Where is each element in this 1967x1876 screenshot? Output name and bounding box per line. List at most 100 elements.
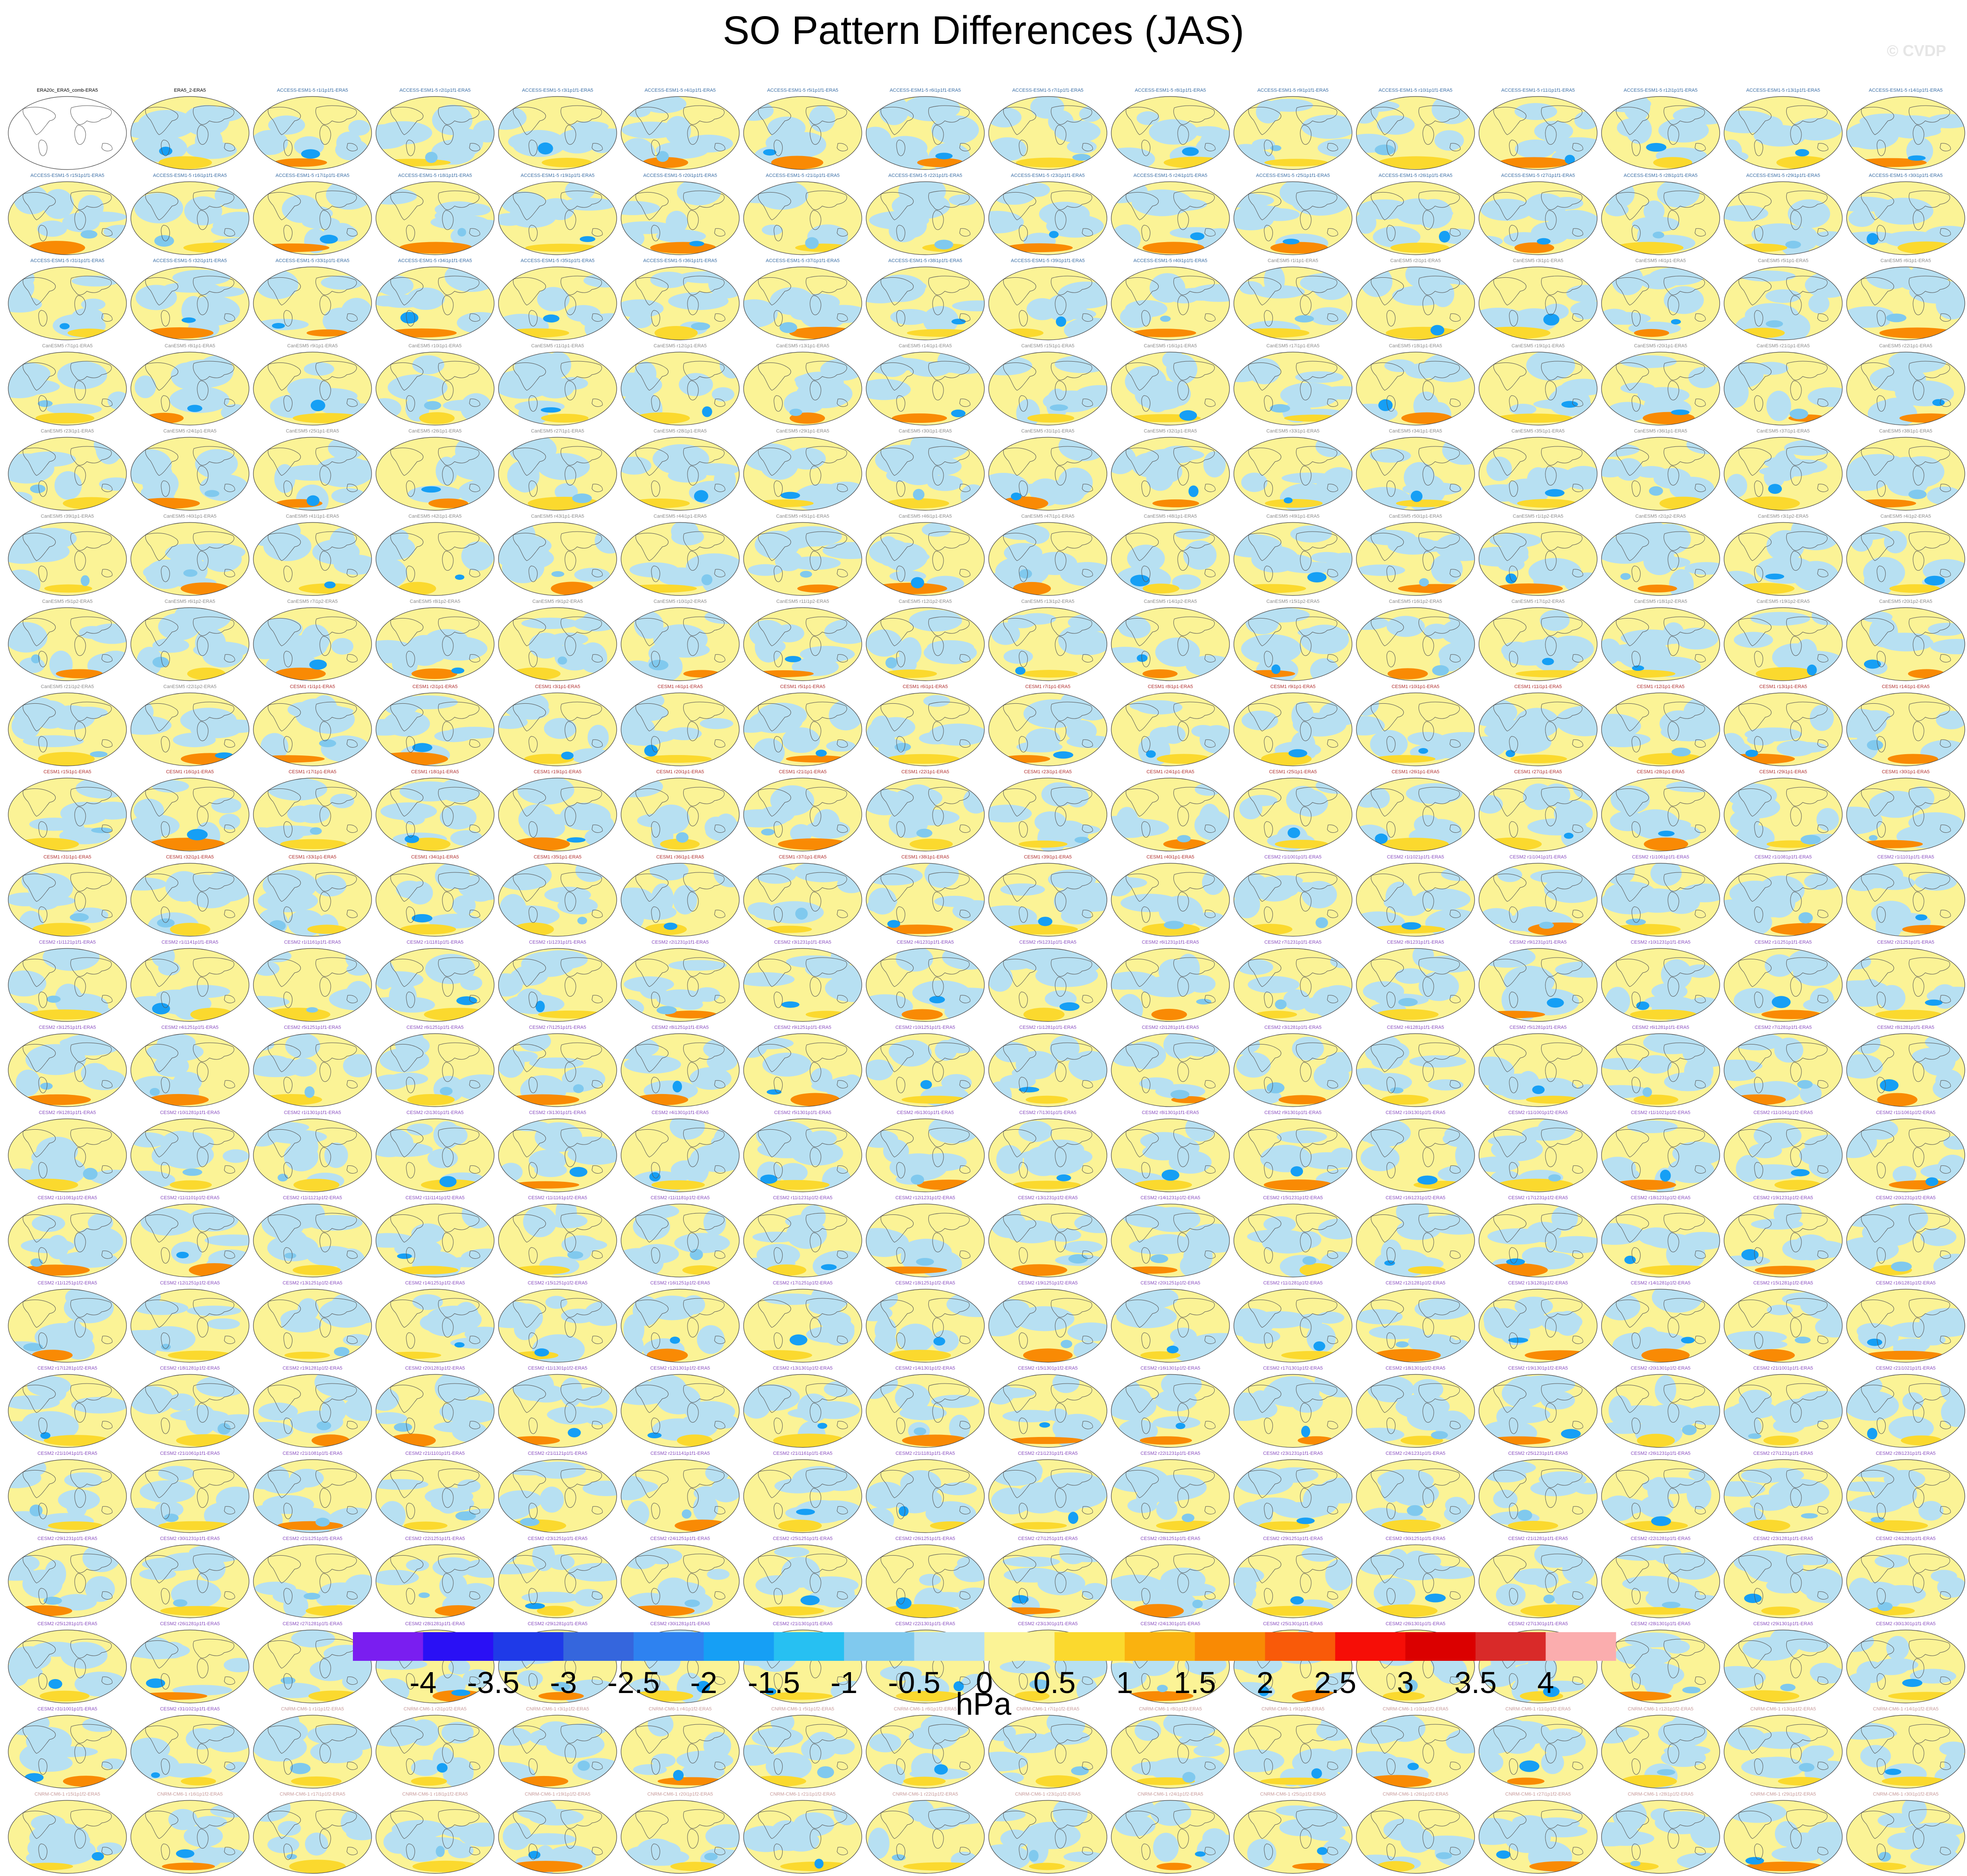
negative-anomaly-region <box>1412 541 1455 552</box>
map-panel: ACCESS-ESM1-5 r9i1p1f1-ERA5 <box>1232 87 1354 172</box>
negative-anomaly-core <box>899 1506 909 1517</box>
negative-anomaly-region <box>1234 891 1260 918</box>
negative-anomaly-region <box>271 635 327 659</box>
positive-anomaly-region <box>1401 412 1452 424</box>
difference-map <box>619 691 741 768</box>
panel-title: ACCESS-ESM1-5 r35i1p1f1-ERA5 <box>496 257 619 264</box>
negative-anomaly-region <box>1918 1501 1944 1520</box>
map-panel: CESM2 r27i1231p1f1-ERA5 <box>1722 1450 1844 1535</box>
positive-anomaly-region <box>871 583 947 595</box>
negative-anomaly-region <box>1000 1661 1050 1673</box>
negative-anomaly-region <box>1017 742 1063 752</box>
map-panel: ACCESS-ESM1-5 r25i1p1f1-ERA5 <box>1232 172 1354 257</box>
negative-anomaly-region <box>679 1414 718 1438</box>
negative-anomaly-region <box>1183 540 1217 569</box>
negative-anomaly-region <box>1431 554 1463 584</box>
panel-title: CESM2 r27i1231p1f1-ERA5 <box>1722 1450 1844 1457</box>
negative-anomaly-region <box>388 374 448 400</box>
positive-anomaly-region <box>766 926 812 933</box>
negative-anomaly-core <box>573 1084 584 1093</box>
panel-title: CESM1 r13i1p1-ERA5 <box>1722 683 1844 690</box>
difference-map <box>496 1032 619 1108</box>
difference-map <box>1109 1287 1232 1364</box>
negative-anomaly-core <box>1537 238 1551 245</box>
negative-anomaly-region <box>903 95 960 121</box>
negative-anomaly-core <box>1681 1337 1695 1344</box>
difference-map <box>1354 1458 1477 1534</box>
positive-anomaly-region <box>1736 583 1794 594</box>
difference-map <box>741 1543 864 1620</box>
panel-title: CESM2 r30i1301p1f1-ERA5 <box>1844 1620 1967 1627</box>
difference-map <box>1844 350 1967 427</box>
map-panel: CESM2 r21i1061p1f1-ERA5 <box>129 1450 251 1535</box>
difference-map <box>1599 606 1722 682</box>
negative-anomaly-region <box>1612 1547 1671 1561</box>
negative-anomaly-core <box>520 1518 539 1526</box>
panel-title: CESM2 r12i1231p1f2-ERA5 <box>864 1194 987 1201</box>
panel-title: CESM1 r36i1p1-ERA5 <box>619 854 741 861</box>
negative-anomaly-region <box>380 1048 429 1072</box>
panel-title: CESM2 r3i1231p1f1-ERA5 <box>741 939 864 946</box>
difference-map <box>496 180 619 256</box>
map-panel: CESM2 r23i1281p1f1-ERA5 <box>1722 1535 1844 1620</box>
negative-anomaly-region <box>1132 1761 1177 1775</box>
map-panel: CESM1 r36i1p1-ERA5 <box>619 854 741 939</box>
negative-anomaly-core <box>789 409 802 416</box>
difference-map <box>619 436 741 512</box>
map-panel: CESM2 r3i1301p1f1-ERA5 <box>496 1109 619 1194</box>
panel-title: CESM2 r3i1301p1f1-ERA5 <box>496 1109 619 1116</box>
map-panel: CESM2 r14i1231p1f2-ERA5 <box>1109 1194 1232 1280</box>
map-panel: CESM2 r13i1301p1f2-ERA5 <box>741 1365 864 1450</box>
map-panel: CESM1 r25i1p1-ERA5 <box>1232 768 1354 854</box>
difference-map <box>1354 265 1477 342</box>
difference-map <box>129 606 251 682</box>
panel-title: CESM2 r29i1251p1f1-ERA5 <box>1232 1535 1354 1542</box>
positive-anomaly-region <box>1133 329 1196 337</box>
map-panel: CanESM5 r38i1p1-ERA5 <box>1844 428 1967 513</box>
negative-anomaly-core <box>1313 1341 1325 1351</box>
negative-anomaly-region <box>782 727 820 753</box>
panel-title: CanESM5 r35i1p1-ERA5 <box>1477 428 1599 435</box>
difference-map <box>864 1117 987 1194</box>
panel-title: CanESM5 r20i1p2-ERA5 <box>1844 598 1967 605</box>
negative-anomaly-region <box>134 1301 189 1315</box>
negative-anomaly-region <box>1498 868 1522 882</box>
negative-anomaly-region <box>1370 730 1408 758</box>
positive-anomaly-region <box>134 498 200 509</box>
negative-anomaly-region <box>6 622 47 652</box>
difference-map <box>1844 606 1967 682</box>
positive-anomaly-region <box>1477 327 1550 339</box>
panel-title: CanESM5 r6i1p2-ERA5 <box>129 598 251 605</box>
panel-title: CanESM5 r41i1p1-ERA5 <box>251 513 374 520</box>
negative-anomaly-region <box>697 1325 725 1354</box>
negative-anomaly-region <box>1392 286 1449 306</box>
difference-map <box>374 776 496 853</box>
negative-anomaly-region <box>262 1209 305 1238</box>
negative-anomaly-region <box>278 1821 301 1836</box>
panel-title: CESM1 r21i1p1-ERA5 <box>741 768 864 775</box>
difference-map <box>6 691 129 768</box>
map-panel: ACCESS-ESM1-5 r28i1p1f1-ERA5 <box>1599 172 1722 257</box>
positive-anomaly-region <box>1854 1520 1928 1531</box>
negative-anomaly-region <box>425 1487 473 1506</box>
negative-anomaly-region <box>1539 1728 1586 1756</box>
negative-anomaly-core <box>781 1001 800 1008</box>
negative-anomaly-region <box>140 1568 176 1580</box>
panel-title: CESM2 r26i1301p1f1-ERA5 <box>1354 1620 1477 1627</box>
negative-anomaly-core <box>1519 1760 1539 1772</box>
negative-anomaly-core <box>173 1599 187 1607</box>
difference-map <box>1232 350 1354 427</box>
difference-map <box>1722 1032 1844 1108</box>
map-panel: CanESM5 r29i1p1-ERA5 <box>741 428 864 513</box>
negative-anomaly-region <box>1756 556 1816 584</box>
map-panel: CNRM-CM6-1 r20i1p1f2-ERA5 <box>619 1791 741 1876</box>
panel-title: CESM1 r40i1p1-ERA5 <box>1109 854 1232 861</box>
negative-anomaly-core <box>1545 489 1565 496</box>
map-panel: ACCESS-ESM1-5 r21i1p1f1-ERA5 <box>741 172 864 257</box>
difference-map <box>864 1032 987 1108</box>
panel-title: CESM2 r2i1301p1f1-ERA5 <box>374 1109 496 1116</box>
negative-anomaly-region <box>1847 1464 1898 1477</box>
negative-anomaly-region <box>1123 618 1151 639</box>
map-panel: CESM2 r3i1281p1f1-ERA5 <box>1232 1024 1354 1109</box>
map-panel: CESM2 r18i1231p1f2-ERA5 <box>1599 1194 1722 1280</box>
